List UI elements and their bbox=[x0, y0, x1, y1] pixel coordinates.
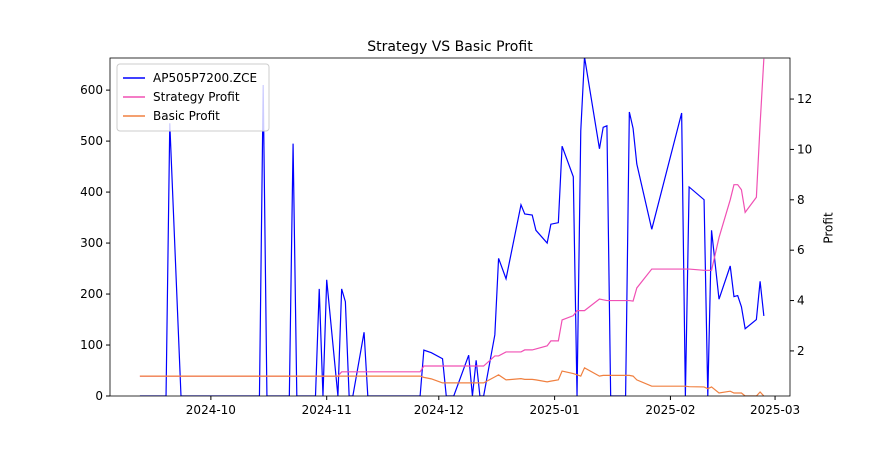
x-tick-label: 2024-11 bbox=[302, 403, 352, 417]
y2-tick-label: 8 bbox=[797, 193, 805, 207]
y2-tick-label: 4 bbox=[797, 294, 805, 308]
chart-title: Strategy VS Basic Profit bbox=[367, 39, 533, 55]
x-tick-label: 2024-12 bbox=[414, 403, 464, 417]
legend-box bbox=[116, 63, 270, 132]
series-line bbox=[139, 58, 765, 396]
plot-area bbox=[139, 58, 765, 396]
x-tick-label: 2024-10 bbox=[186, 403, 236, 417]
y2-tick-label: 2 bbox=[797, 344, 805, 358]
y-tick-label: 300 bbox=[80, 236, 103, 250]
y2-tick-label: 10 bbox=[797, 142, 812, 156]
y-tick-label: 100 bbox=[80, 338, 103, 352]
series-line bbox=[139, 366, 765, 396]
legend-label: AP505P7200.ZCE bbox=[153, 71, 257, 85]
plot-frame bbox=[109, 57, 791, 397]
y-tick-label: 500 bbox=[80, 134, 103, 148]
y-tick-label: 400 bbox=[80, 185, 103, 199]
y-tick-label: 0 bbox=[95, 389, 103, 403]
y-tick-label: 200 bbox=[80, 287, 103, 301]
y2-tick-label: 12 bbox=[797, 92, 812, 106]
x-tick-label: 2025-02 bbox=[645, 403, 695, 417]
y2-tick-label: 6 bbox=[797, 243, 805, 257]
y-tick-label: 600 bbox=[80, 83, 103, 97]
legend-label: Strategy Profit bbox=[153, 90, 240, 104]
legend-label: Basic Profit bbox=[153, 109, 220, 123]
x-tick-label: 2025-01 bbox=[530, 403, 580, 417]
x-tick-label: 2025-03 bbox=[750, 403, 800, 417]
y2-axis-label: Profit bbox=[822, 212, 836, 244]
